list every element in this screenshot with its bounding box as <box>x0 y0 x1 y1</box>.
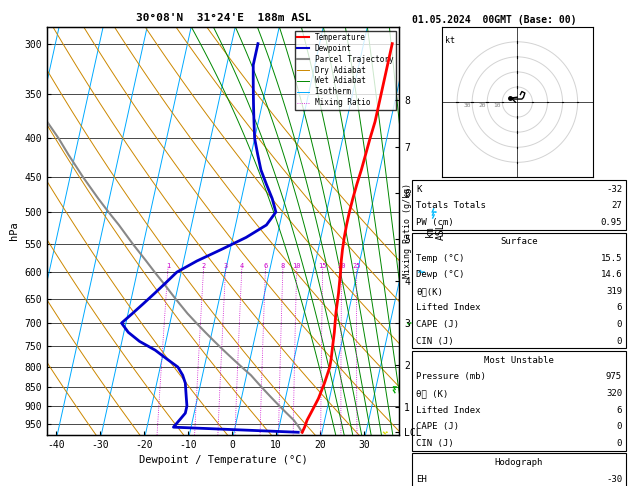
Text: 1: 1 <box>166 263 170 269</box>
Text: -30: -30 <box>606 474 622 484</box>
Text: 6: 6 <box>616 405 622 415</box>
Text: K: K <box>416 185 422 194</box>
Text: Surface: Surface <box>500 237 538 246</box>
Text: 15: 15 <box>318 263 327 269</box>
Text: 3: 3 <box>223 263 228 269</box>
Text: 0: 0 <box>616 422 622 431</box>
Text: Totals Totals: Totals Totals <box>416 201 486 210</box>
Text: 10: 10 <box>493 103 501 107</box>
Text: -32: -32 <box>606 185 622 194</box>
Text: 6: 6 <box>264 263 267 269</box>
Text: 01.05.2024  00GMT (Base: 00): 01.05.2024 00GMT (Base: 00) <box>412 15 577 25</box>
Text: EH: EH <box>416 474 427 484</box>
Text: θᴇ (K): θᴇ (K) <box>416 389 448 398</box>
Text: Pressure (mb): Pressure (mb) <box>416 372 486 382</box>
Text: θᴇ(K): θᴇ(K) <box>416 287 443 296</box>
Text: Lifted Index: Lifted Index <box>416 405 481 415</box>
Text: 30: 30 <box>463 103 470 107</box>
Text: Dewp (°C): Dewp (°C) <box>416 270 465 279</box>
Text: CIN (J): CIN (J) <box>416 336 454 346</box>
Text: 14.6: 14.6 <box>601 270 622 279</box>
Text: kt: kt <box>445 36 455 45</box>
Y-axis label: km
ASL: km ASL <box>425 222 447 240</box>
Text: Hodograph: Hodograph <box>495 458 543 467</box>
Text: 6: 6 <box>616 303 622 312</box>
Text: CAPE (J): CAPE (J) <box>416 320 459 329</box>
Text: CAPE (J): CAPE (J) <box>416 422 459 431</box>
Text: 8: 8 <box>281 263 285 269</box>
Text: 25: 25 <box>352 263 361 269</box>
Text: 975: 975 <box>606 372 622 382</box>
Text: 0: 0 <box>616 438 622 448</box>
Text: 20: 20 <box>337 263 346 269</box>
Y-axis label: hPa: hPa <box>9 222 19 240</box>
Legend: Temperature, Dewpoint, Parcel Trajectory, Dry Adiabat, Wet Adiabat, Isotherm, Mi: Temperature, Dewpoint, Parcel Trajectory… <box>295 31 396 109</box>
Text: CIN (J): CIN (J) <box>416 438 454 448</box>
Text: 0: 0 <box>616 336 622 346</box>
Text: Mixing Ratio (g/kg): Mixing Ratio (g/kg) <box>403 183 411 278</box>
Text: 27: 27 <box>611 201 622 210</box>
Text: 319: 319 <box>606 287 622 296</box>
Text: 2: 2 <box>201 263 206 269</box>
Text: 0: 0 <box>616 320 622 329</box>
Text: Temp (°C): Temp (°C) <box>416 254 465 263</box>
Text: 4: 4 <box>240 263 244 269</box>
Text: 10: 10 <box>292 263 301 269</box>
Text: Lifted Index: Lifted Index <box>416 303 481 312</box>
Text: 320: 320 <box>606 389 622 398</box>
Text: 20: 20 <box>478 103 486 107</box>
X-axis label: Dewpoint / Temperature (°C): Dewpoint / Temperature (°C) <box>139 455 308 466</box>
Text: PW (cm): PW (cm) <box>416 218 454 227</box>
Text: Most Unstable: Most Unstable <box>484 356 554 365</box>
Text: 15.5: 15.5 <box>601 254 622 263</box>
Title: 30°08'N  31°24'E  188m ASL: 30°08'N 31°24'E 188m ASL <box>135 13 311 23</box>
Text: 0.95: 0.95 <box>601 218 622 227</box>
